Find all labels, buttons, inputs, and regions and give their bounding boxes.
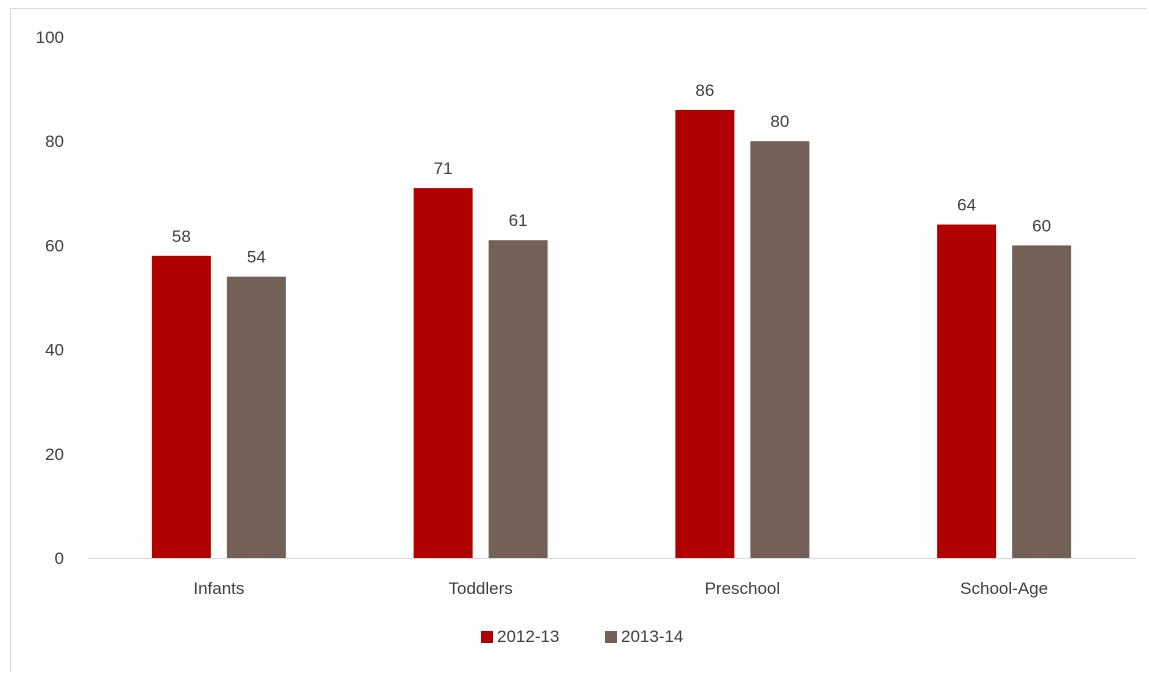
x-category-label: School-Age (960, 579, 1048, 598)
data-label: 80 (770, 112, 789, 131)
bar-2012-13-infants (151, 255, 211, 558)
data-label: 58 (172, 227, 191, 246)
chart-frame (10, 8, 1146, 672)
x-category-label: Toddlers (448, 579, 512, 598)
y-tick-label: 100 (36, 28, 64, 47)
legend-label: 2013-14 (621, 627, 683, 646)
y-tick-label: 60 (45, 236, 64, 255)
bar-2012-13-preschool (675, 109, 735, 558)
legend-swatch (481, 631, 493, 643)
data-label: 61 (509, 211, 528, 230)
data-label: 60 (1032, 216, 1051, 235)
bar-2013-14-toddlers (488, 240, 548, 558)
bar-2012-13-school-age (937, 224, 997, 558)
data-label: 71 (434, 159, 453, 178)
data-labels: 58 54 71 61 86 80 64 60 (172, 81, 1051, 267)
legend-label: 2012-13 (497, 627, 559, 646)
y-tick-label: 40 (45, 341, 64, 360)
bar-2013-14-infants (226, 276, 286, 558)
bar-2013-14-school-age (1012, 245, 1072, 558)
data-label: 54 (247, 248, 266, 267)
y-tick-label: 20 (45, 445, 64, 464)
bars (151, 109, 1072, 558)
y-tick-label: 0 (55, 549, 64, 568)
legend-swatch (605, 631, 617, 643)
y-axis-tick-labels: 0 20 40 60 80 100 (36, 28, 64, 568)
x-axis-category-labels: Infants Toddlers Preschool School-Age (193, 579, 1048, 598)
data-label: 64 (957, 196, 976, 215)
y-tick-label: 80 (45, 132, 64, 151)
x-category-label: Infants (193, 579, 244, 598)
data-label: 86 (695, 81, 714, 100)
x-category-label: Preschool (705, 579, 781, 598)
bar-2012-13-toddlers (413, 188, 473, 558)
bar-2013-14-preschool (750, 141, 810, 558)
legend: 2012-13 2013-14 (481, 627, 683, 646)
